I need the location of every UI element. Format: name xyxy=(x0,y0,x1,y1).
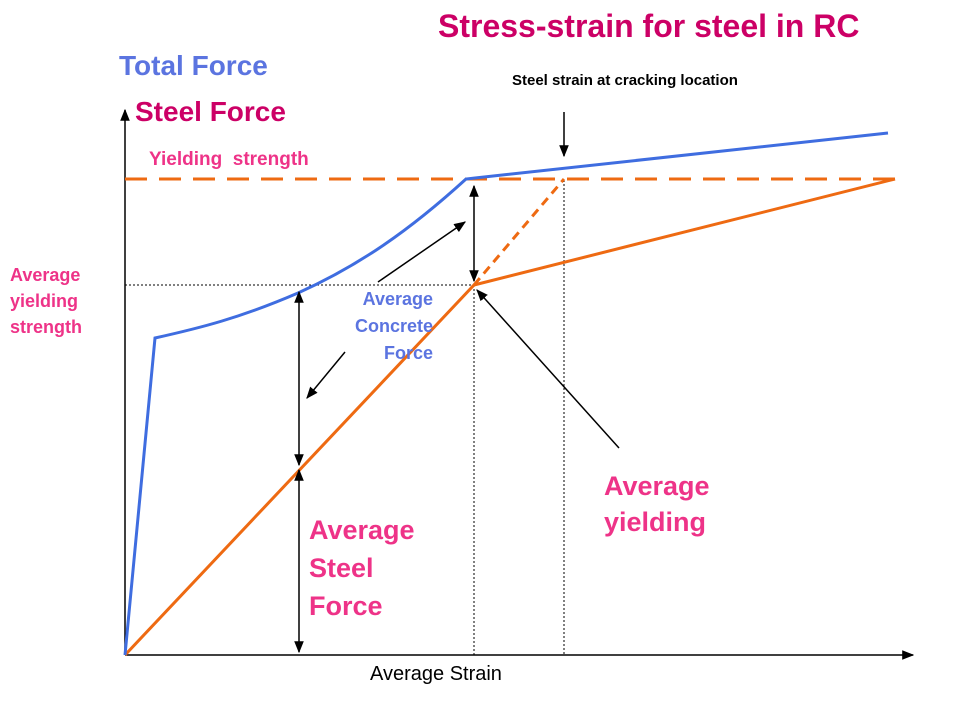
average-concrete-force-line-1: Average xyxy=(362,289,433,309)
average-yielding-pointer xyxy=(476,289,620,449)
average-yielding-strength-line-3: strength xyxy=(10,317,82,337)
average-steel-force-label: Average Steel Force xyxy=(309,511,415,625)
crack-steel-curve xyxy=(472,178,566,286)
diagram-title: Stress-strain for steel in RC xyxy=(438,8,860,44)
average-steel-force-line-3: Force xyxy=(309,591,383,621)
yielding-strength-label: Yielding strength xyxy=(149,149,309,170)
average-concrete-force-line-3: Force xyxy=(383,343,433,363)
average-yielding-strength-line-1: Average xyxy=(10,265,81,285)
average-concrete-force-label: Average Concrete Force xyxy=(327,286,433,367)
average-yielding-line-1: Average xyxy=(604,471,710,501)
total-force-label: Total Force xyxy=(119,50,268,81)
average-yielding-strength-line-2: yielding xyxy=(10,291,79,311)
average-steel-force-line-1: Average xyxy=(309,515,415,545)
average-concrete-force-line-2: Concrete xyxy=(354,316,433,336)
concrete-force-pointer-up xyxy=(377,221,466,283)
average-yielding-label: Average yielding xyxy=(604,468,710,540)
crack-location-label: Steel strain at cracking location xyxy=(512,72,738,89)
average-yielding-line-2: yielding xyxy=(604,507,707,537)
average-yielding-strength-label: Average yielding strength xyxy=(10,262,82,340)
total-force-curve xyxy=(123,131,889,656)
x-axis-label: Average Strain xyxy=(370,663,502,685)
average-steel-curve xyxy=(123,177,896,657)
concrete-force-pointer-down xyxy=(306,351,346,399)
steel-force-label: Steel Force xyxy=(135,96,286,127)
average-steel-force-line-2: Steel xyxy=(309,553,374,583)
